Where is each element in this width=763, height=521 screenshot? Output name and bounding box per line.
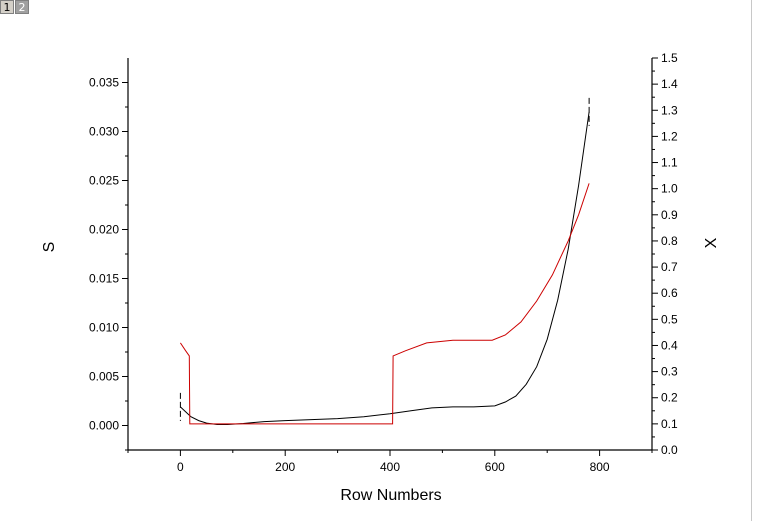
series-lines [179,111,590,425]
window-edge [751,0,752,521]
y-right-tick-label: 1.1 [661,156,678,170]
page-tabs: 1 2 [0,0,29,14]
y-right-tick-label: 0.2 [661,391,678,405]
page-tab-1[interactable]: 1 [0,0,14,14]
x-tick-label: 200 [275,460,295,474]
y-left-tick-label: 0.035 [89,76,119,90]
y-left-tick-label: 0.015 [89,272,119,286]
y-right-tick-label: 0.8 [661,234,678,248]
y-left-tick-label: 0.010 [89,321,119,335]
y-left-tick-label: 0.025 [89,174,119,188]
x-tick-label: 800 [590,460,610,474]
y-left-axis-ticks: 0.000 0.005 0.010 0.015 0.020 0.025 0.030 0.035 [89,76,128,451]
page-tab-2[interactable]: 2 [15,0,29,14]
x-tick-label: 0 [177,460,184,474]
y-right-tick-label: 0.6 [661,286,678,300]
y-right-tick-label: 0.1 [661,417,678,431]
y-left-tick-label: 0.020 [89,223,119,237]
x-tick-label: 600 [485,460,505,474]
y-left-tick-label: 0.030 [89,125,119,139]
series-x-line [179,183,590,425]
y-right-tick-label: 1.4 [661,77,678,91]
y-right-tick-label: 0.3 [661,365,678,379]
series-markers [179,97,590,421]
y-right-tick-label: 0.0 [661,443,678,457]
y-right-axis-title: X [703,237,720,248]
plot-frame [127,58,653,451]
y-right-tick-label: 0.4 [661,338,678,352]
x-axis-ticks: 0 200 400 600 800 [127,450,653,474]
y-right-tick-label: 1.5 [661,51,678,65]
y-left-tick-label: 0.000 [89,419,119,433]
y-right-tick-label: 0.5 [661,312,678,326]
y-right-axis-ticks: 0.0 0.1 0.2 0.3 0.4 0.5 0.6 0.7 0.8 0.9 1.0 1.1 1.2 1… [652,51,678,457]
y-right-tick-label: 0.7 [661,260,678,274]
y-right-tick-label: 0.9 [661,208,678,222]
y-right-tick-label: 1.0 [661,182,678,196]
series-s-line [180,111,590,425]
x-tick-label: 400 [380,460,400,474]
x-axis-title: Row Numbers [340,487,441,504]
y-right-tick-label: 1.3 [661,103,678,117]
y-left-tick-label: 0.005 [89,370,119,384]
y-left-axis-title: S [41,242,58,253]
y-right-tick-label: 1.2 [661,129,678,143]
